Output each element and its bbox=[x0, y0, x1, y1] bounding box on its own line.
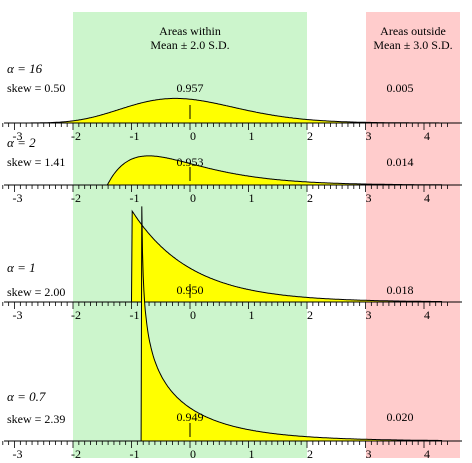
tick-label: -3 bbox=[13, 191, 23, 205]
skew-label: skew = 2.39 bbox=[7, 412, 65, 426]
tick-label: 3 bbox=[366, 129, 372, 143]
within-value: 0.957 bbox=[177, 81, 204, 95]
tick-label: -2 bbox=[71, 447, 81, 461]
tick-label: -1 bbox=[130, 129, 140, 143]
alpha-label: α = 2 bbox=[7, 135, 36, 150]
tick-label: -3 bbox=[13, 447, 23, 461]
outside-value: 0.020 bbox=[387, 410, 414, 424]
band-outside-3sd bbox=[366, 12, 460, 458]
panel-alpha-2: -3 -2 -1 0 1 2 3 4 α = 2 skew = 1.41 0.953 0.014 bbox=[2, 135, 462, 205]
outside-value: 0.005 bbox=[387, 81, 414, 95]
tick-label: -2 bbox=[71, 191, 81, 205]
band-outside-label-line1: Areas outside bbox=[380, 24, 446, 38]
skew-label: skew = 0.50 bbox=[7, 81, 65, 95]
tick-label: 0 bbox=[190, 129, 196, 143]
density-area-alpha-1 bbox=[130, 209, 442, 303]
within-value: 0.950 bbox=[177, 283, 204, 297]
tick-label: -3 bbox=[13, 129, 23, 143]
tick-label: -1 bbox=[130, 308, 140, 322]
tick-label: -1 bbox=[130, 191, 140, 205]
tick-label: -1 bbox=[130, 447, 140, 461]
outside-value: 0.014 bbox=[387, 155, 414, 169]
tick-label: 1 bbox=[249, 447, 255, 461]
tick-label: 0 bbox=[190, 447, 196, 461]
panel-alpha-0_7: -3 -2 -1 0 1 2 3 4 α = 0.7 skew = 2.39 0.949 0.020 bbox=[2, 206, 462, 461]
density-area-alpha-0_7 bbox=[140, 206, 442, 442]
tick-label: 2 bbox=[307, 447, 313, 461]
tick-label: -3 bbox=[13, 308, 23, 322]
tick-label: 2 bbox=[307, 191, 313, 205]
band-within-label-line1: Areas within bbox=[159, 24, 221, 38]
skew-label: skew = 1.41 bbox=[7, 155, 65, 169]
alpha-label: α = 0.7 bbox=[7, 389, 46, 404]
tick-label: 2 bbox=[307, 308, 313, 322]
tick-label: 4 bbox=[424, 447, 430, 461]
tick-label: 1 bbox=[249, 191, 255, 205]
panel-alpha-16: -3 -2 -1 0 1 2 3 4 α = 16 skew = 0.50 0.957 0.005 bbox=[2, 61, 462, 143]
panel-alpha-1: -3 -2 -1 0 1 2 3 4 α = 1 skew = 2.00 0.950 0.018 bbox=[2, 209, 462, 322]
density-area-alpha-16 bbox=[8, 97, 442, 124]
density-area-alpha-2 bbox=[106, 155, 442, 186]
alpha-label: α = 1 bbox=[7, 260, 36, 275]
tick-label: 4 bbox=[424, 308, 430, 322]
within-value: 0.949 bbox=[177, 410, 204, 424]
tick-label: 4 bbox=[424, 129, 430, 143]
band-within-label-line2: Mean ± 2.0 S.D. bbox=[150, 38, 229, 52]
within-value: 0.953 bbox=[177, 155, 204, 169]
tick-label: 3 bbox=[366, 447, 372, 461]
tick-label: 0 bbox=[190, 308, 196, 322]
tick-label: -2 bbox=[71, 308, 81, 322]
tick-label: 3 bbox=[366, 308, 372, 322]
tick-label: 1 bbox=[249, 129, 255, 143]
tick-label: 0 bbox=[190, 191, 196, 205]
band-within-2sd bbox=[73, 12, 307, 458]
tick-label: -2 bbox=[71, 129, 81, 143]
alpha-label: α = 16 bbox=[7, 61, 43, 76]
tick-label: 1 bbox=[249, 308, 255, 322]
band-outside-label-line2: Mean ± 3.0 S.D. bbox=[373, 38, 452, 52]
tick-label: 3 bbox=[366, 191, 372, 205]
outside-value: 0.018 bbox=[387, 283, 414, 297]
tick-label: 4 bbox=[424, 191, 430, 205]
tick-label: 2 bbox=[307, 129, 313, 143]
skew-label: skew = 2.00 bbox=[7, 285, 65, 299]
